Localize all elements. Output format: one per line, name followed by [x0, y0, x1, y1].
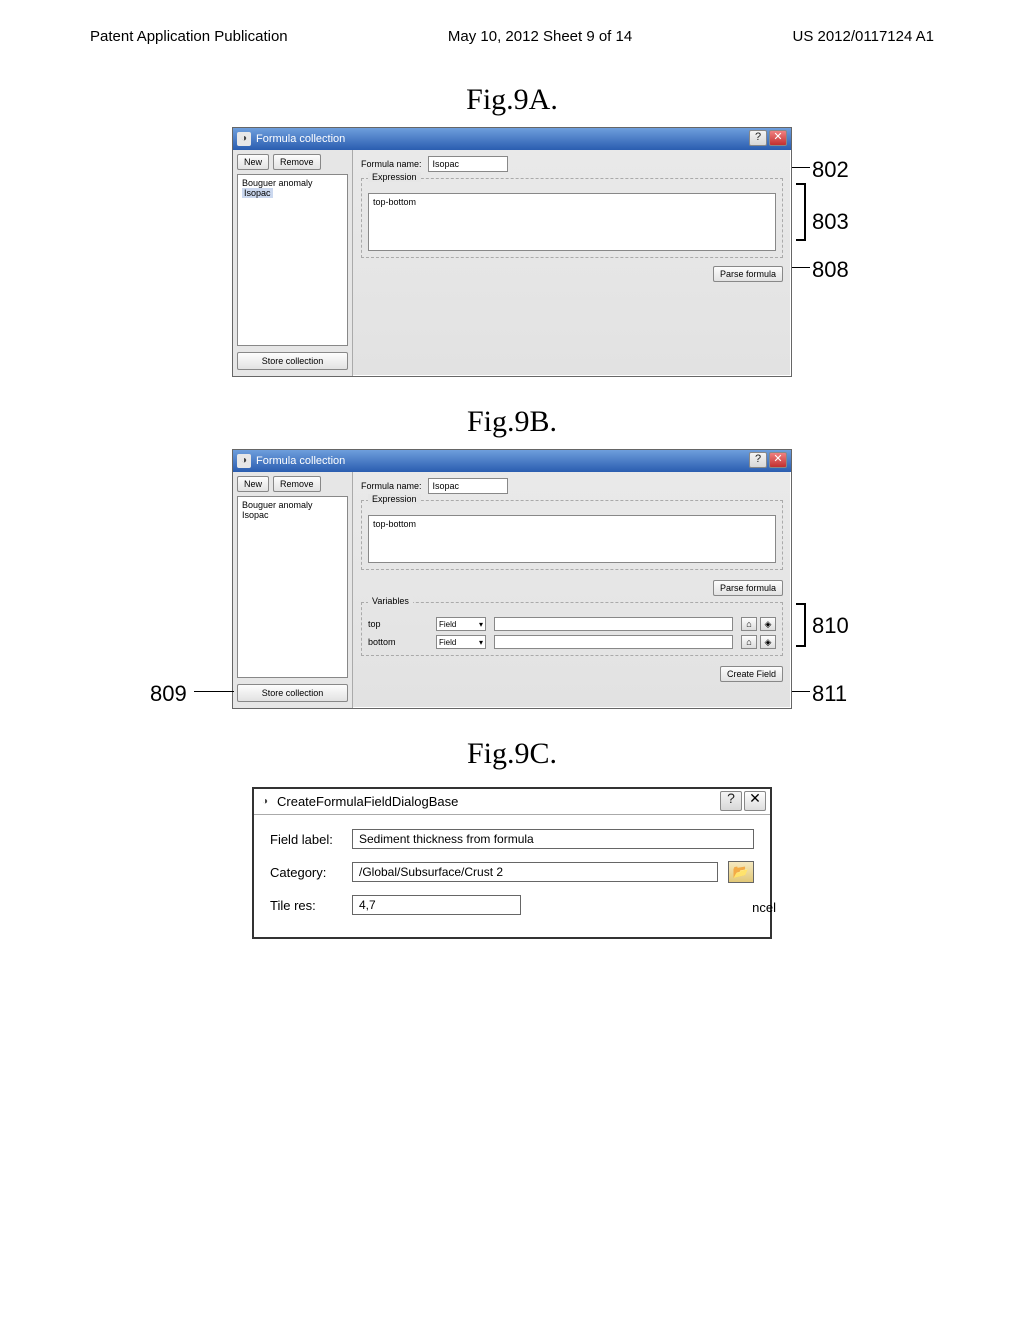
formula-collection-window-a: ◑ Formula collection ? ✕ New Remove Boug…	[232, 127, 792, 377]
figure-label-b: Fig.9B.	[0, 405, 1024, 439]
help-button[interactable]: ?	[749, 130, 767, 146]
variable-type-select[interactable]: Field▾	[436, 635, 486, 649]
figure-a-wrap: ◑ Formula collection ? ✕ New Remove Boug…	[0, 127, 1024, 377]
create-field-button[interactable]: Create Field	[720, 666, 783, 682]
new-button[interactable]: New	[237, 154, 269, 170]
field-label-label: Field label:	[270, 832, 342, 847]
expression-group-label: Expression	[368, 494, 421, 504]
variable-value-input[interactable]	[494, 617, 733, 631]
list-item: Isopac	[242, 188, 343, 198]
close-button[interactable]: ✕	[744, 791, 766, 811]
store-collection-button[interactable]: Store collection	[237, 684, 348, 702]
sidebar-b: New Remove Bouguer anomaly Isopac Store …	[233, 472, 353, 708]
parse-formula-button[interactable]: Parse formula	[713, 266, 783, 282]
titlebar-c[interactable]: ◑ CreateFormulaFieldDialogBase ? ✕	[254, 789, 770, 815]
expression-textarea[interactable]: top-bottom	[368, 193, 776, 251]
header-center: May 10, 2012 Sheet 9 of 14	[448, 28, 632, 45]
category-input[interactable]	[352, 862, 718, 882]
app-icon: ◑	[237, 454, 251, 468]
list-item[interactable]: Bouguer anomaly	[242, 178, 343, 188]
formula-list[interactable]: Bouguer anomaly Isopac	[237, 496, 348, 678]
expression-group-a: Expression top-bottom	[361, 178, 783, 258]
window-title-c: CreateFormulaFieldDialogBase	[277, 794, 458, 809]
formula-name-label: Formula name:	[361, 159, 422, 169]
variables-group: Variables top Field▾ ⌂ ◈	[361, 602, 783, 656]
variable-type-select[interactable]: Field▾	[436, 617, 486, 631]
variable-row: bottom Field▾ ⌂ ◈	[368, 635, 776, 649]
pick-icon[interactable]: ◈	[760, 635, 776, 649]
tile-res-input[interactable]	[352, 895, 521, 915]
expression-textarea[interactable]: top-bottom	[368, 515, 776, 563]
expression-group-label: Expression	[368, 172, 421, 182]
formula-list[interactable]: Bouguer anomaly Isopac	[237, 174, 348, 346]
titlebar-b[interactable]: ◑ Formula collection ? ✕	[233, 450, 791, 472]
close-button[interactable]: ✕	[769, 452, 787, 468]
remove-button[interactable]: Remove	[273, 476, 321, 492]
figure-label-c: Fig.9C.	[0, 737, 1024, 771]
formula-name-input[interactable]	[428, 478, 508, 494]
field-label-input[interactable]	[352, 829, 754, 849]
chevron-down-icon: ▾	[479, 620, 483, 629]
create-formula-field-dialog: ◑ CreateFormulaFieldDialogBase ? ✕ Field…	[252, 787, 772, 939]
app-icon: ◑	[237, 132, 251, 146]
remove-button[interactable]: Remove	[273, 154, 321, 170]
list-item[interactable]: Bouguer anomaly	[242, 500, 343, 510]
folder-icon[interactable]: 📂	[728, 861, 754, 883]
titlebar-a[interactable]: ◑ Formula collection ? ✕	[233, 128, 791, 150]
tile-res-label: Tile res:	[270, 898, 342, 913]
list-item[interactable]: Isopac	[242, 510, 343, 520]
page-header: Patent Application Publication May 10, 2…	[0, 0, 1024, 55]
sidebar-a: New Remove Bouguer anomaly Isopac Store …	[233, 150, 353, 376]
variable-row: top Field▾ ⌂ ◈	[368, 617, 776, 631]
close-button[interactable]: ✕	[769, 130, 787, 146]
header-right: US 2012/0117124 A1	[792, 28, 934, 45]
variables-group-label: Variables	[368, 596, 413, 606]
parse-formula-button[interactable]: Parse formula	[713, 580, 783, 596]
new-button[interactable]: New	[237, 476, 269, 492]
browse-icon[interactable]: ⌂	[741, 635, 757, 649]
window-title-a: Formula collection	[256, 133, 345, 145]
main-pane-b: Formula name: Expression top-bottom Pars…	[353, 472, 791, 708]
category-label: Category:	[270, 865, 342, 880]
formula-collection-window-b: ◑ Formula collection ? ✕ New Remove Boug…	[232, 449, 792, 709]
main-pane-a: Formula name: Expression top-bottom Pars…	[353, 150, 791, 376]
figure-c-wrap: ◑ CreateFormulaFieldDialogBase ? ✕ Field…	[0, 787, 1024, 987]
expression-group-b: Expression top-bottom	[361, 500, 783, 570]
help-button[interactable]: ?	[749, 452, 767, 468]
variable-name: top	[368, 619, 428, 629]
pick-icon[interactable]: ◈	[760, 617, 776, 631]
header-left: Patent Application Publication	[90, 28, 288, 45]
variable-value-input[interactable]	[494, 635, 733, 649]
help-button[interactable]: ?	[720, 791, 742, 811]
formula-name-input[interactable]	[428, 156, 508, 172]
formula-name-label: Formula name:	[361, 481, 422, 491]
window-title-b: Formula collection	[256, 455, 345, 467]
app-icon: ◑	[258, 795, 272, 809]
variable-name: bottom	[368, 637, 428, 647]
figure-b-wrap: ◑ Formula collection ? ✕ New Remove Boug…	[0, 449, 1024, 709]
store-collection-button[interactable]: Store collection	[237, 352, 348, 370]
browse-icon[interactable]: ⌂	[741, 617, 757, 631]
chevron-down-icon: ▾	[479, 638, 483, 647]
figure-label-a: Fig.9A.	[0, 83, 1024, 117]
cancel-fragment: ncel	[752, 900, 776, 915]
